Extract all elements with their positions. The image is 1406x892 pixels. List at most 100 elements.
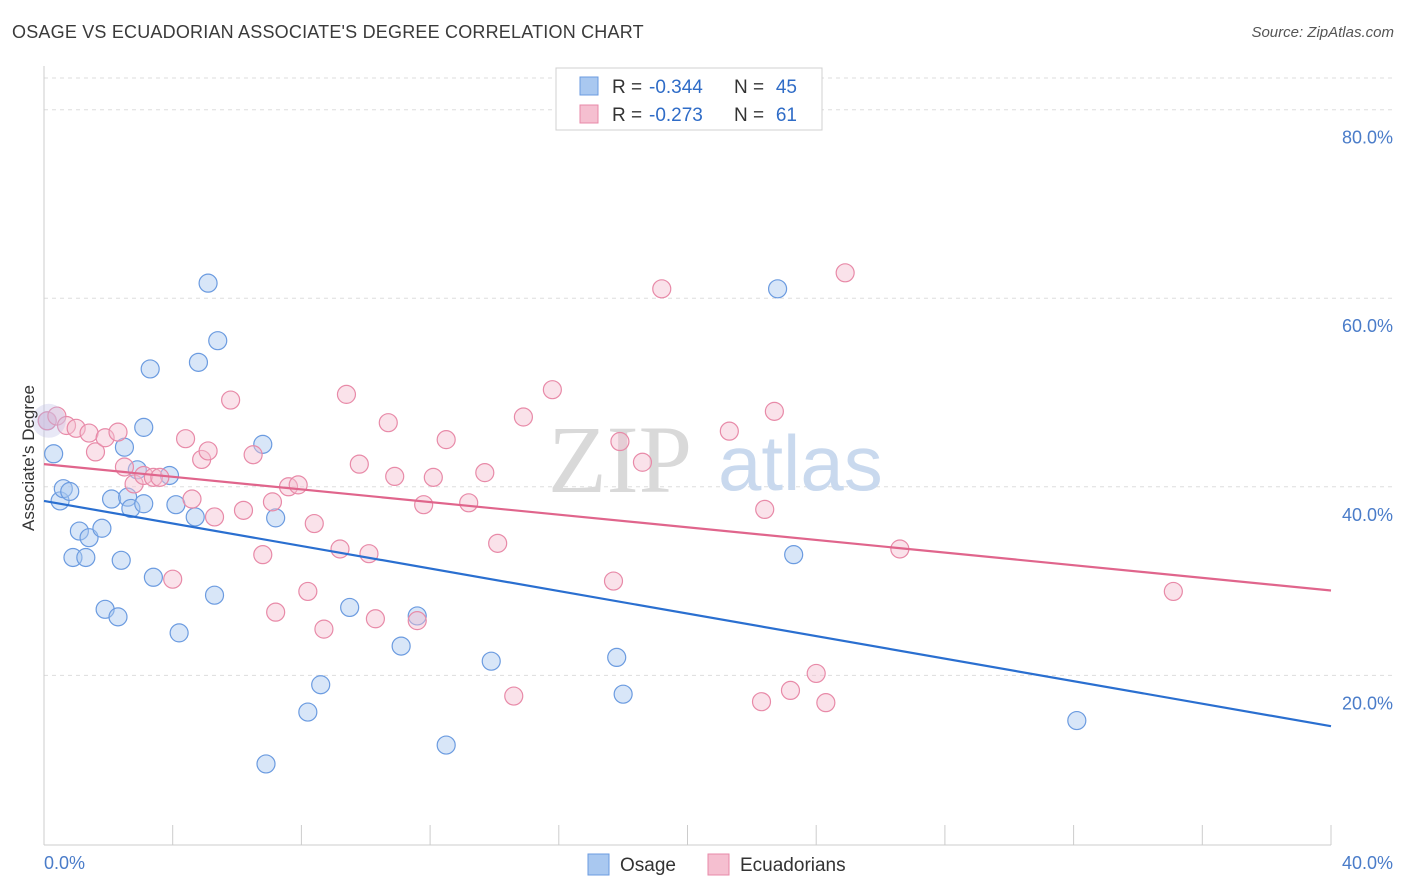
watermark-zip: ZIP	[548, 406, 692, 513]
osage-point	[253, 434, 273, 454]
ecuadorian-point	[243, 445, 263, 465]
osage-point	[298, 702, 318, 722]
x-tick-label-min: 0.0%	[44, 853, 85, 873]
legend-swatch	[579, 76, 599, 96]
legend-n-value: 45	[776, 77, 797, 98]
legend-n-label: N =	[734, 77, 764, 98]
cluster-point	[31, 403, 66, 438]
legend-r-label: R =	[612, 77, 642, 98]
x-tick-labels: 0.0% 40.0%	[44, 853, 1393, 873]
grid-lines	[44, 77, 1392, 676]
legend-label-bottom: Osage	[620, 855, 676, 876]
ecuadorian-point	[513, 407, 534, 427]
ecuadorian-point	[79, 423, 99, 443]
ecuadorian-point	[85, 442, 106, 462]
osage-point	[198, 273, 218, 293]
osage-point	[607, 647, 627, 668]
ecuadorian-point	[407, 611, 427, 631]
ecuadorian-point	[262, 492, 283, 512]
trend-lines	[43, 463, 1332, 728]
osage-point	[69, 521, 89, 541]
osage-point	[407, 606, 427, 626]
osage-point	[76, 547, 96, 568]
osage-point	[311, 675, 331, 695]
osage-point	[391, 636, 411, 656]
ecuadorian-point	[349, 454, 369, 474]
ecuadorian-point	[459, 493, 479, 513]
legend-r-value: -0.344	[649, 77, 703, 98]
osage-point	[208, 331, 228, 351]
ecuadorian-point	[163, 569, 183, 589]
ecuadorian-point	[1163, 581, 1183, 602]
osage-point	[256, 754, 276, 774]
legend-label-bottom: Ecuadorians	[740, 855, 846, 876]
legend-swatch-bottom	[587, 853, 610, 876]
ecuadorian-point	[288, 475, 308, 495]
chart-title: OSAGE VS ECUADORIAN ASSOCIATE'S DEGREE C…	[12, 22, 644, 42]
ecuadorian-point	[108, 422, 128, 442]
osage-point	[143, 567, 163, 587]
ecuadorian-point	[436, 430, 456, 450]
ecuadorian-point	[835, 263, 855, 283]
ecuadorian-point	[475, 463, 495, 483]
legend-n-label: N =	[734, 105, 764, 126]
y-tick-label: 20.0%	[1342, 693, 1393, 713]
ecuadorian-point	[198, 441, 218, 461]
y-axis-label: Associate's Degree	[19, 385, 38, 531]
ecuadorian-point	[266, 602, 286, 622]
ecuadorian-point	[233, 500, 254, 520]
ecuadorian-point	[175, 429, 196, 449]
osage-point	[101, 489, 122, 509]
legend-swatch	[579, 104, 599, 124]
ecuadorian-point	[632, 452, 653, 472]
osage-point	[121, 498, 141, 519]
osage-point	[111, 550, 131, 570]
osage-point	[767, 279, 788, 299]
ecuadorian-point	[610, 431, 630, 452]
series-legend: Osage Ecuadorians	[587, 853, 846, 876]
ecuadorian-point	[603, 571, 624, 591]
watermark-atlas: atlas	[718, 419, 883, 507]
ecuadorian-point	[253, 545, 273, 565]
legend-box	[555, 67, 823, 131]
ecuadorian-point	[150, 467, 170, 487]
ecuadorian-point	[221, 390, 241, 410]
ecuadorian-point	[755, 499, 775, 520]
osage-point	[613, 684, 633, 704]
osage-point	[134, 494, 154, 514]
osage-point	[79, 528, 99, 548]
ecuadorian-point	[66, 418, 86, 438]
ecuadorian-point	[780, 680, 801, 701]
osage-trend-line	[43, 499, 1332, 728]
ecuadorian-point	[37, 411, 57, 431]
ecuadorian-point	[719, 421, 739, 441]
y-tick-label: 80.0%	[1342, 128, 1393, 148]
legend-r-label: R =	[612, 105, 642, 126]
osage-point	[44, 444, 64, 464]
watermark: ZIP atlas	[548, 406, 883, 513]
ecuadorian-point	[542, 380, 562, 400]
ecuadorian-point	[314, 619, 334, 639]
ecuadorian-point	[504, 686, 524, 706]
ecuadorian-point	[143, 467, 163, 487]
ecuadorian-point	[304, 513, 324, 534]
osage-point	[481, 651, 501, 671]
ecuadorian-point	[816, 693, 836, 713]
ecuadorian-point	[378, 413, 398, 433]
ecuadorian-point	[385, 466, 405, 487]
osage-point	[140, 359, 160, 379]
osage-point	[185, 507, 205, 527]
ecuadorian-point	[751, 692, 772, 712]
ecuadorian-point	[488, 533, 508, 553]
ecuadorian-trend-line	[43, 463, 1332, 592]
ecuadorian-point	[414, 495, 434, 515]
ecuadorian-point	[423, 467, 443, 487]
axes	[43, 66, 1332, 846]
osage-point	[188, 352, 209, 372]
x-tick-label-max: 40.0%	[1342, 853, 1393, 873]
ecuadorian-point	[652, 279, 672, 299]
osage-point	[1067, 710, 1087, 731]
y-tick-label: 40.0%	[1342, 505, 1393, 525]
ecuadorian-point	[806, 663, 826, 684]
